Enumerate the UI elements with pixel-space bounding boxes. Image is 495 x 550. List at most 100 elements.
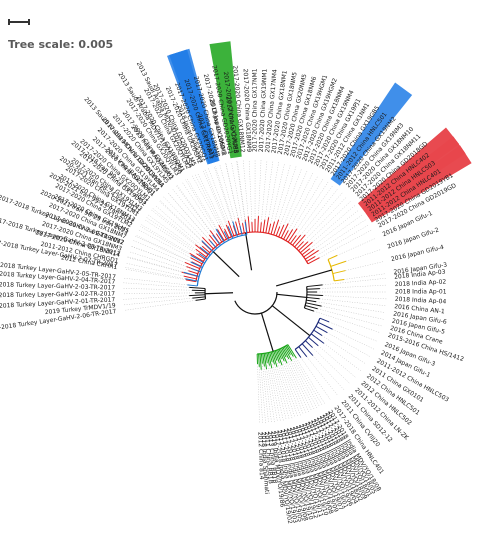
leaf-guide	[236, 161, 246, 222]
leaf-guide	[312, 205, 355, 243]
leaf-guide	[194, 174, 225, 232]
leaf-branch	[217, 229, 225, 241]
leaf-branch	[267, 223, 272, 234]
leaf-branch	[242, 223, 245, 234]
leaf-guide	[323, 343, 362, 372]
leaf-guide	[306, 356, 338, 396]
leaf-guide	[267, 362, 278, 423]
leaf-guide	[159, 200, 202, 241]
leaf-guide	[185, 179, 217, 230]
leaf-guide	[140, 226, 191, 256]
clade-stem-navy	[271, 305, 311, 337]
leaf-label: 2017-2020 China GX17NM1	[252, 68, 259, 152]
leaf-guide	[318, 345, 356, 378]
leaf-branch	[283, 230, 289, 240]
leaf-guide	[329, 321, 378, 342]
leaf-branch	[190, 261, 203, 268]
leaf-branch	[265, 217, 270, 234]
leaf-guide	[293, 356, 323, 406]
leaf-guide	[261, 369, 266, 424]
leaf-guide	[274, 364, 290, 420]
leaf-branch	[300, 241, 313, 254]
leaf-branch	[257, 216, 259, 233]
leaf-guide	[337, 238, 376, 256]
leaf-branch	[232, 221, 239, 237]
leaf-guide	[151, 209, 196, 245]
leaf-guide	[208, 168, 229, 221]
leaf-guide	[303, 196, 347, 242]
leaf-guide	[186, 178, 218, 230]
leaf-branch	[201, 240, 214, 253]
leaf-branch	[244, 221, 248, 235]
tree-scale-label: Tree scale: 0.005	[8, 38, 114, 51]
leaf-branch	[278, 348, 285, 362]
leaf-guide	[177, 185, 211, 231]
leaf-guide	[318, 219, 366, 251]
leaf-branch	[247, 216, 251, 233]
leaf-guide	[279, 168, 302, 227]
leaf-branch	[195, 244, 209, 256]
leaf-branch	[209, 240, 218, 249]
leaf-guide	[322, 277, 387, 286]
leaf-branch	[274, 350, 280, 364]
leaf-guide	[242, 160, 249, 217]
leaf-guide	[345, 249, 381, 262]
leaf-guide	[315, 224, 369, 257]
leaf-guide	[127, 257, 182, 273]
leaf-branch	[269, 352, 273, 363]
leaf-branch	[286, 345, 294, 357]
leaf-guide	[288, 358, 315, 410]
leaf-branch	[310, 333, 325, 344]
leaf-guide	[213, 166, 234, 226]
leaf-guide	[129, 251, 189, 271]
leaf-branch	[275, 226, 281, 237]
leaf-guide	[215, 166, 233, 222]
leaf-branch	[306, 299, 317, 303]
leaf-guide	[258, 160, 262, 217]
leaf-guide	[314, 214, 363, 250]
leaf-guide	[319, 284, 387, 289]
leaf-guide	[155, 205, 203, 247]
leaf-guide	[124, 300, 196, 311]
leaf-guide	[287, 173, 313, 224]
leaf-guide	[192, 175, 220, 226]
leaf-branch	[259, 222, 262, 233]
leaf-guide	[176, 185, 213, 236]
leaf-guide	[141, 224, 190, 254]
leaf-branch	[276, 349, 283, 366]
leaf-guide	[316, 301, 386, 313]
leaf-guide	[125, 267, 186, 280]
leaf-branch	[270, 221, 276, 235]
leaf-guide	[135, 235, 191, 263]
highlight-wedge-7	[365, 145, 472, 223]
leaf-branch	[306, 284, 323, 288]
leaf-guide	[309, 209, 359, 249]
leaf-guide	[124, 268, 187, 281]
leaf-branch	[306, 288, 320, 290]
leaf-guide	[123, 282, 190, 288]
leaf-branch	[267, 352, 273, 369]
leaf-branch	[308, 336, 319, 347]
leaf-branch	[294, 349, 302, 358]
leaf-guide	[313, 310, 381, 334]
leaf-branch	[262, 353, 265, 367]
leaf-branch	[183, 271, 200, 277]
leaf-branch	[215, 228, 225, 243]
leaf-branch	[304, 250, 319, 260]
leaf-branch	[330, 260, 347, 267]
leaf-guide	[290, 354, 320, 408]
leaf-guide	[321, 335, 366, 365]
leaf-guide	[131, 246, 192, 269]
clade-stem-red	[245, 232, 253, 271]
leaf-branch	[201, 245, 211, 254]
leaf-branch	[225, 224, 232, 238]
tree-scale-bar	[8, 10, 30, 25]
leaf-branch	[278, 224, 285, 238]
leaf-branch	[185, 279, 196, 283]
leaf-guide	[123, 292, 196, 295]
leaf-branch	[327, 254, 338, 260]
leaf-branch	[283, 346, 293, 362]
leaf-branch	[192, 296, 206, 299]
leaf-guide	[123, 297, 193, 306]
leaf-guide	[274, 164, 291, 222]
